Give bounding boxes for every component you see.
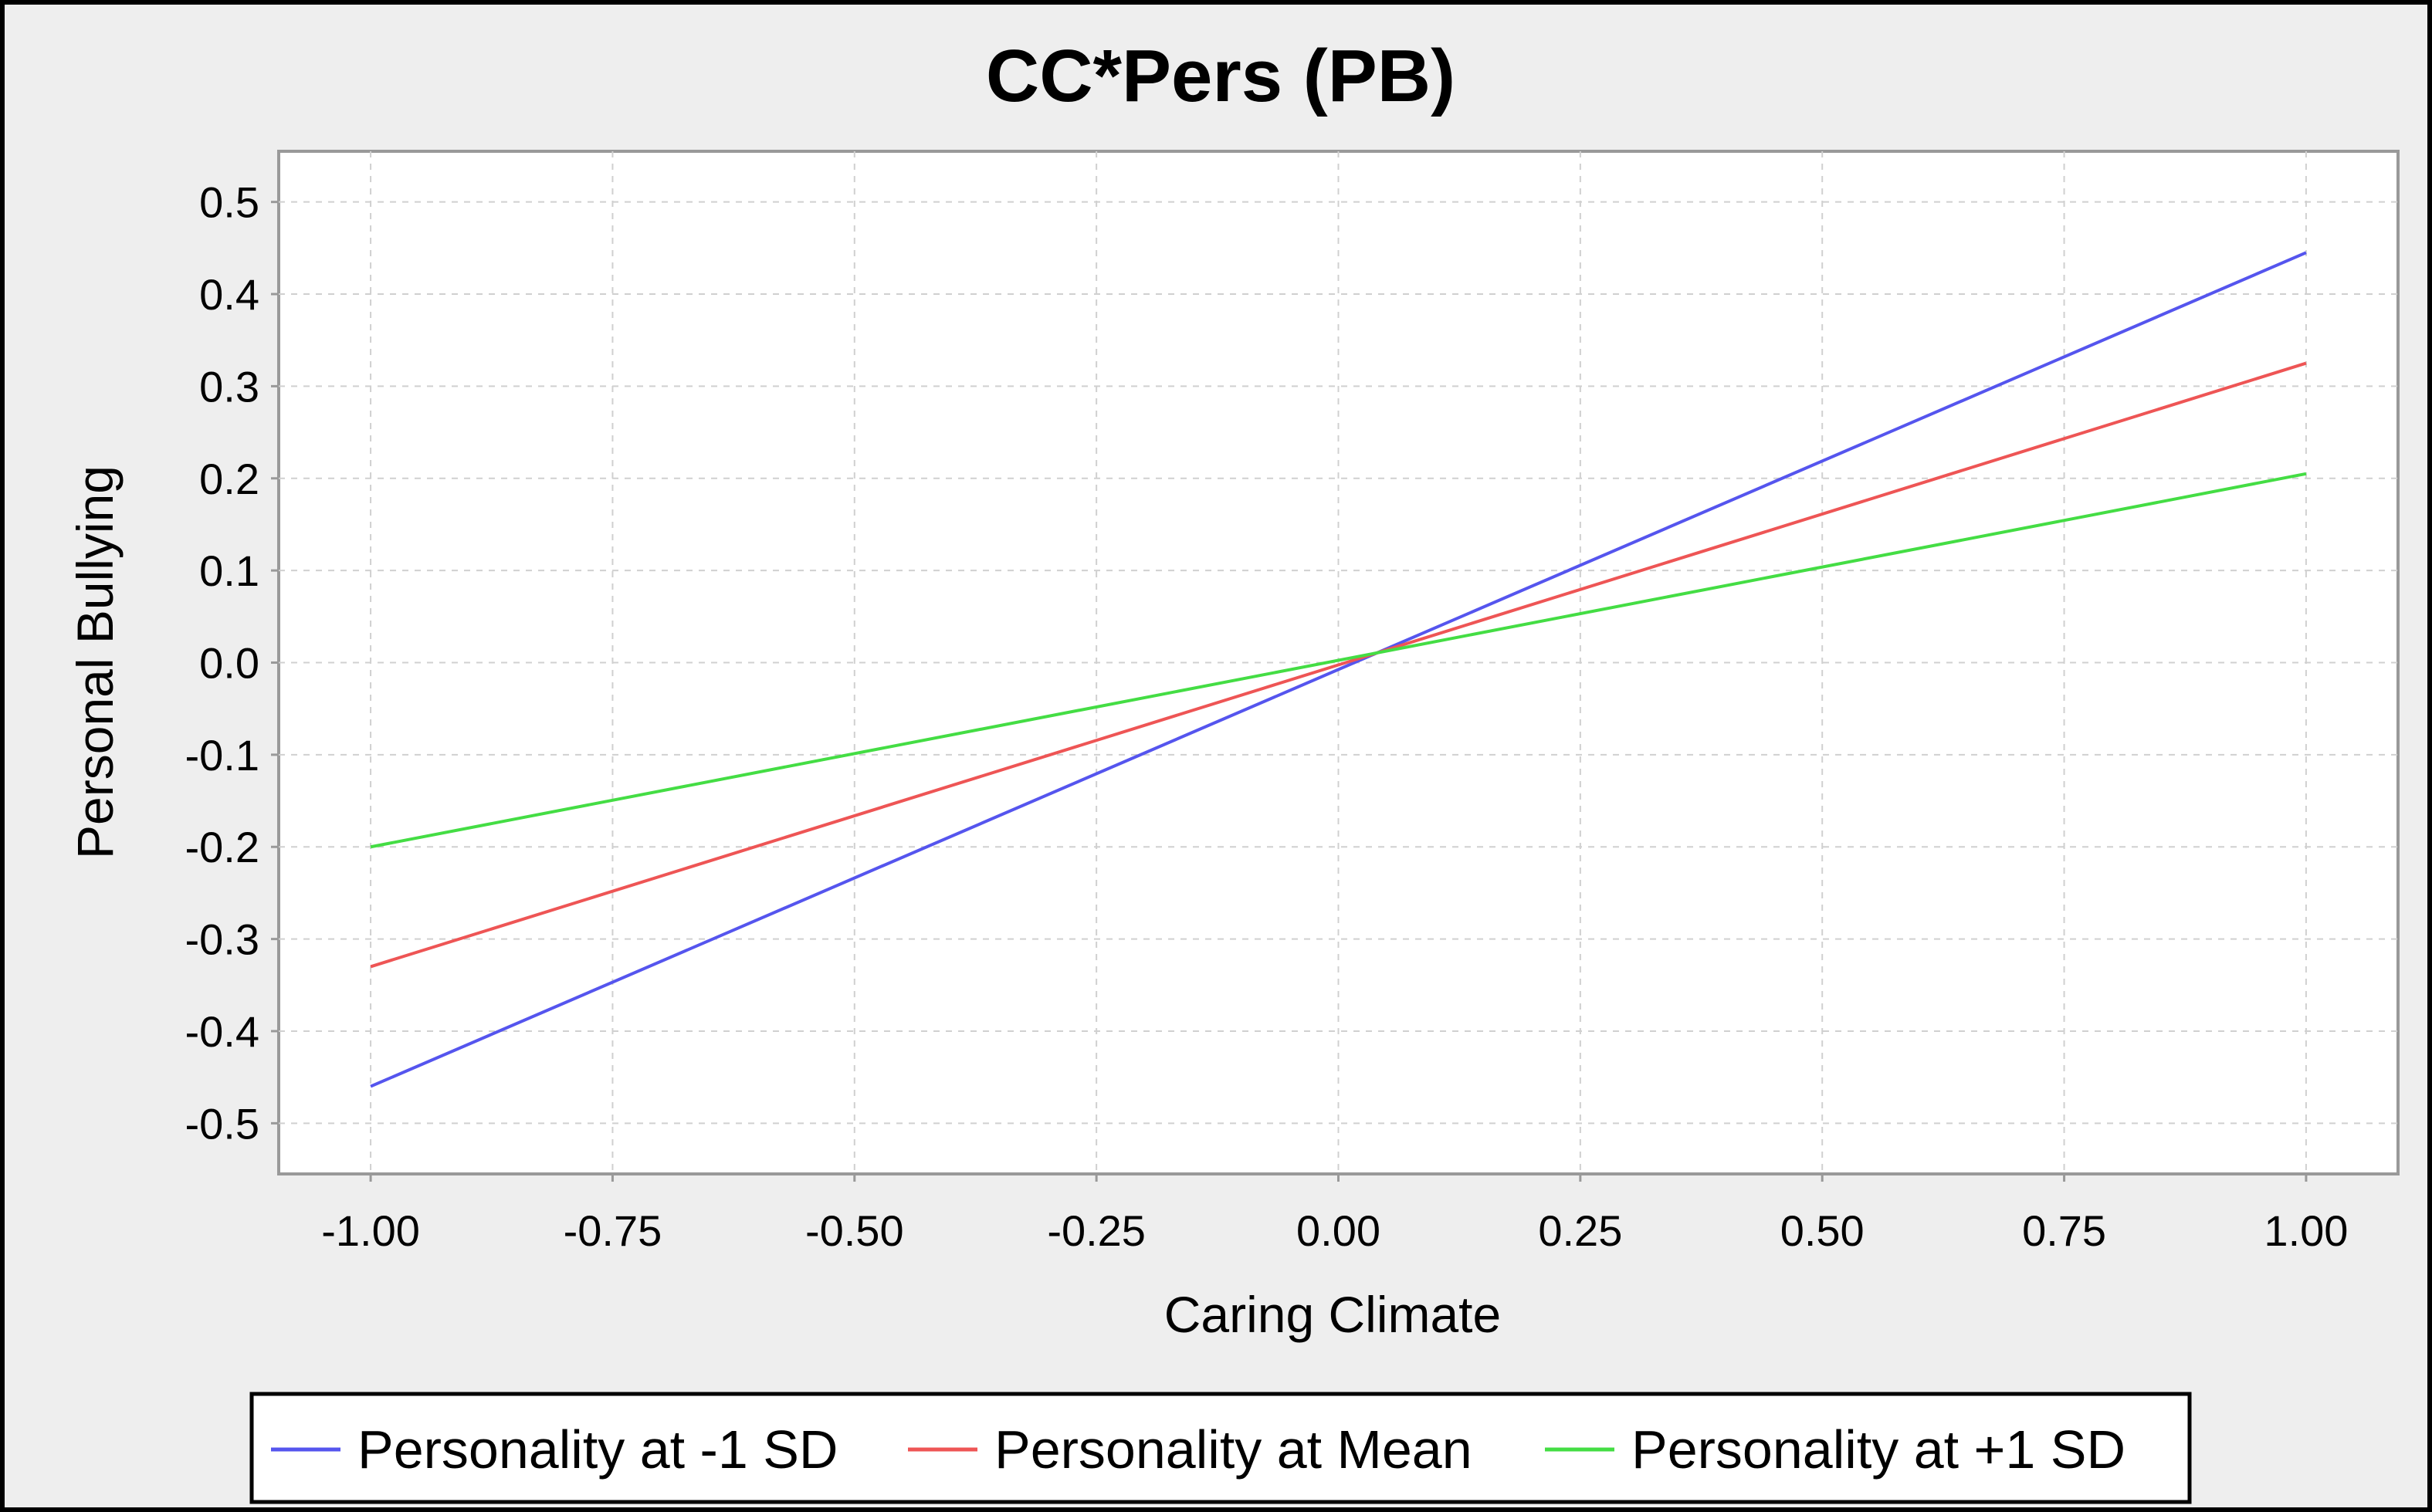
x-tick-label: -1.00 [321, 1206, 420, 1255]
series-line-2 [370, 361, 2307, 969]
x-tick-label: 0.75 [2022, 1206, 2106, 1255]
y-tick-label: -0.3 [185, 915, 260, 964]
legend-label: Personality at Mean [994, 1419, 1472, 1480]
x-tick-labels: -1.00 -0.75 -0.50 -0.25 0.00 0.25 0.50 0.75 1.00 [321, 1174, 2348, 1255]
y-tick-label: -0.1 [185, 731, 260, 780]
series-line-3 [370, 472, 2307, 849]
x-tick-label: -0.25 [1047, 1206, 1146, 1255]
y-tick-label: 0.2 [199, 455, 259, 503]
x-tick-label: 0.25 [1538, 1206, 1622, 1255]
y-tick-label: 0.1 [199, 546, 259, 595]
chart-title: CC*Pers (PB) [986, 35, 1455, 117]
y-tick-label: 0.5 [199, 178, 259, 227]
series-line-1 [370, 251, 2307, 1088]
y-tick-label: 0.4 [199, 270, 259, 319]
y-tick-label: 0.3 [199, 362, 259, 411]
x-tick-label: 0.50 [1780, 1206, 1865, 1255]
legend-label: Personality at -1 SD [357, 1419, 838, 1480]
y-axis-label: Personal Bullying [66, 465, 124, 859]
legend-items: Personality at -1 SD Personality at Mean P… [271, 1419, 2125, 1480]
y-tick-label: -0.4 [185, 1007, 260, 1056]
y-tick-labels: 0.5 0.4 0.3 0.2 0.1 0.0 -0.1 -0.2 -0.3 -0.4 -0.5 [185, 178, 279, 1148]
y-tick-label: -0.2 [185, 823, 260, 871]
x-tick-label: 0.00 [1296, 1206, 1380, 1255]
x-tick-label: -0.50 [805, 1206, 904, 1255]
y-tick-label: 0.0 [199, 639, 259, 688]
gridlines [279, 151, 2398, 1174]
y-tick-label: -0.5 [185, 1099, 260, 1148]
legend: Personality at -1 SD Personality at Mean P… [249, 1392, 2192, 1504]
x-tick-label: 1.00 [2264, 1206, 2348, 1255]
x-tick-label: -0.75 [564, 1206, 662, 1255]
legend-label: Personality at +1 SD [1631, 1419, 2125, 1480]
chart-svg: CC*Pers (PB) -1.00 -0.75 -0.50 -0.25 0.00 0.2… [66, 35, 2400, 1504]
series-lines [370, 251, 2307, 1088]
legend-box [249, 1392, 2192, 1504]
x-axis-label: Caring Climate [1164, 1286, 1501, 1343]
